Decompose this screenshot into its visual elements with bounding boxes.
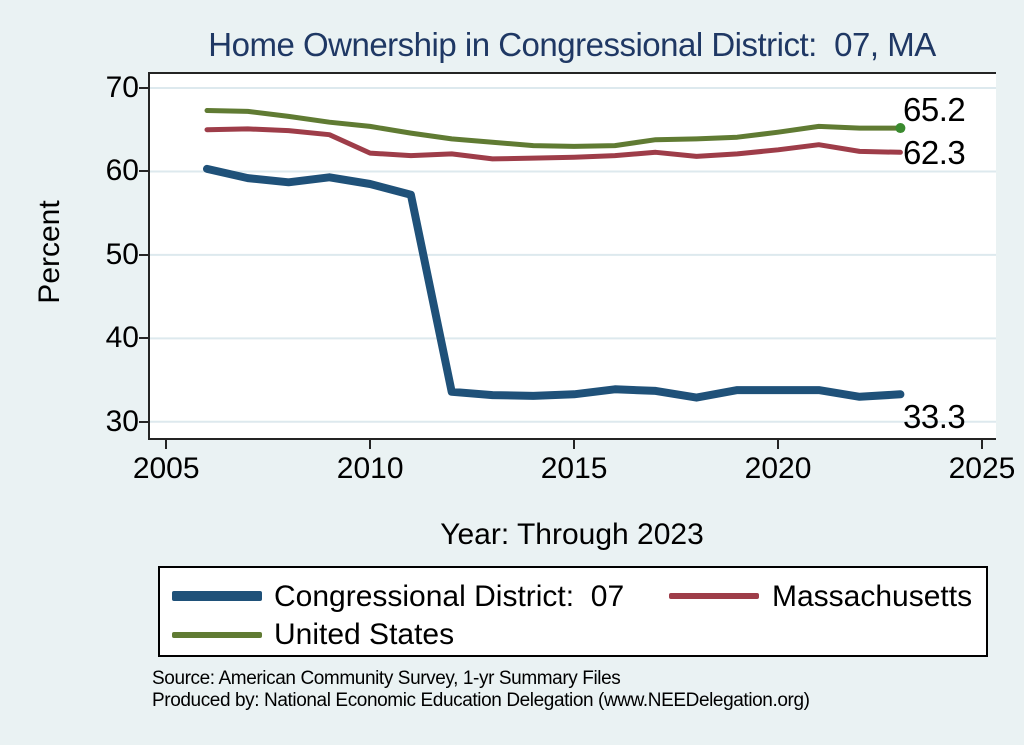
legend-label-massachusetts: Massachusetts <box>772 580 973 613</box>
y-tick-mark <box>139 420 148 423</box>
plot-area <box>148 72 996 440</box>
source-note: Source: American Community Survey, 1-yr … <box>152 668 810 712</box>
y-tick-label: 30 <box>105 404 139 438</box>
line-chart-canvas <box>150 87 996 423</box>
legend-label-united-states: United States <box>274 618 455 651</box>
x-tick-mark <box>981 440 983 449</box>
x-tick-mark <box>165 440 168 449</box>
end-label-united-states: 65.2 <box>903 91 966 128</box>
y-tick-mark <box>139 170 148 173</box>
y-tick-label: 60 <box>105 154 139 188</box>
legend-swatch-district-07 <box>172 591 262 601</box>
legend: Congressional District: 07 Massachusetts… <box>158 566 988 657</box>
series-end-dot <box>895 123 906 134</box>
x-tick-label: 2020 <box>744 452 812 485</box>
source-line-1: Source: American Community Survey, 1-yr … <box>152 668 621 689</box>
end-label-massachusetts: 62.3 <box>903 134 966 171</box>
end-label-district-07: 33.3 <box>903 398 966 435</box>
x-tick-label: 2025 <box>948 452 1016 485</box>
x-tick-label: 2005 <box>132 452 200 485</box>
chart-title: Home Ownership in Congressional District… <box>208 26 936 63</box>
y-tick-mark <box>139 253 148 256</box>
source-line-2: Produced by: National Economic Education… <box>152 690 810 711</box>
x-tick-mark <box>369 440 372 449</box>
series-line-2 <box>204 108 903 149</box>
y-tick-mark <box>139 87 148 89</box>
x-axis-title: Year: Through 2023 <box>440 518 704 551</box>
legend-swatch-massachusetts <box>669 593 759 599</box>
y-tick-label: 40 <box>105 321 139 355</box>
x-tick-mark <box>777 440 780 449</box>
legend-swatch-united-states <box>172 632 262 638</box>
y-tick-label: 50 <box>105 237 139 271</box>
x-tick-label: 2015 <box>540 452 608 485</box>
series-line-1 <box>204 126 903 162</box>
x-tick-mark <box>573 440 576 449</box>
legend-label-district-07: Congressional District: 07 <box>274 580 625 613</box>
y-tick-mark <box>139 337 148 340</box>
y-tick-label: 70 <box>105 71 139 104</box>
x-tick-label: 2010 <box>336 452 404 485</box>
series-line-0 <box>203 164 905 402</box>
